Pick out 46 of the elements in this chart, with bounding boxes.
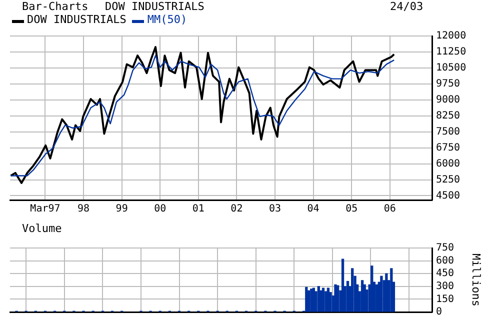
y-tick-label: 6000	[436, 158, 460, 170]
bar	[351, 268, 354, 312]
y-tick-label: 4500	[436, 190, 460, 202]
y-tick-label: 11250	[436, 46, 466, 58]
y-tick-label: 0	[436, 306, 442, 318]
bar	[307, 290, 310, 312]
legend-label: DOW INDUSTRIALS	[27, 13, 126, 26]
chart-subtitle: DOW INDUSTRIALS	[105, 0, 204, 13]
bar	[380, 276, 383, 312]
bar	[322, 288, 325, 312]
x-tick-label: 98	[78, 204, 90, 215]
chart-title: Volume	[22, 222, 62, 235]
legend-label: MM(50)	[147, 13, 188, 26]
x-tick-label: 04	[307, 204, 320, 215]
text: 24/03	[390, 0, 424, 13]
x-tick-label: 99	[116, 204, 128, 215]
x-tick-label: Mar97	[30, 204, 60, 215]
y-tick-label: 8250	[436, 110, 460, 122]
x-tick-label: 05	[346, 204, 358, 215]
y-tick-label: 12000	[436, 30, 466, 42]
y-tick-label: 6750	[436, 142, 460, 154]
y-tick-label: 9750	[436, 78, 460, 90]
y-axis-title: Millions	[470, 254, 483, 306]
y-tick-label: 600	[436, 255, 454, 266]
y-tick-label: 450	[436, 268, 454, 280]
y-tick-label: 150	[436, 294, 454, 305]
x-tick-label: 02	[230, 204, 243, 215]
bar	[334, 284, 337, 312]
y-tick-label: 10500	[436, 62, 466, 74]
y-tick-label: 300	[436, 280, 454, 292]
y-tick-label: 9000	[436, 94, 460, 106]
bar	[305, 286, 308, 312]
bar	[329, 292, 332, 312]
chart-title: Bar-Charts	[22, 0, 88, 13]
y-tick-label: 750	[436, 242, 454, 254]
y-tick-label: 7500	[436, 126, 460, 138]
bar	[336, 285, 340, 312]
bar	[360, 280, 364, 312]
bar	[390, 268, 393, 312]
bar	[370, 266, 374, 312]
y-tick-label: 5250	[436, 174, 460, 186]
x-tick-label: 01	[192, 204, 204, 215]
x-tick-label: 00	[154, 204, 166, 215]
x-tick-label: 06	[384, 204, 396, 215]
x-tick-label: 03	[268, 204, 282, 215]
bar	[324, 291, 328, 312]
